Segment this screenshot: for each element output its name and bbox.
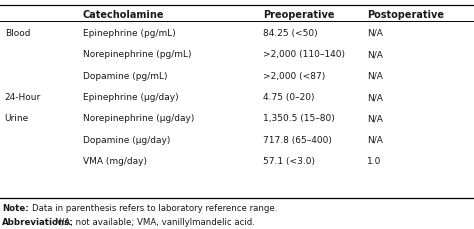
Text: 84.25 (<50): 84.25 (<50) [263, 29, 318, 38]
Text: Abbreviations:: Abbreviations: [2, 217, 74, 226]
Text: Catecholamine: Catecholamine [83, 10, 164, 20]
Text: Norepinephrine (pg/mL): Norepinephrine (pg/mL) [83, 50, 191, 59]
Text: 1.0: 1.0 [367, 156, 382, 166]
Text: Dopamine (μg/day): Dopamine (μg/day) [83, 135, 170, 144]
Text: 57.1 (<3.0): 57.1 (<3.0) [263, 156, 315, 166]
Text: N/A: N/A [367, 29, 383, 38]
Text: 4.75 (0–20): 4.75 (0–20) [263, 93, 315, 102]
Text: Data in parenthesis refers to laboratory reference range.: Data in parenthesis refers to laboratory… [32, 203, 278, 212]
Text: Postoperative: Postoperative [367, 10, 444, 20]
Text: 717.8 (65–400): 717.8 (65–400) [263, 135, 332, 144]
Text: Norepinephrine (μg/day): Norepinephrine (μg/day) [83, 114, 194, 123]
Text: N/A: N/A [367, 114, 383, 123]
Text: VMA (mg/day): VMA (mg/day) [83, 156, 147, 166]
Text: Preoperative: Preoperative [263, 10, 335, 20]
Text: N/A, not available; VMA, vanillylmandelic acid.: N/A, not available; VMA, vanillylmandeli… [55, 217, 255, 226]
Text: N/A: N/A [367, 50, 383, 59]
Text: >2,000 (<87): >2,000 (<87) [263, 71, 325, 80]
Text: Epinephrine (pg/mL): Epinephrine (pg/mL) [83, 29, 176, 38]
Text: N/A: N/A [367, 71, 383, 80]
Text: Dopamine (pg/mL): Dopamine (pg/mL) [83, 71, 167, 80]
Text: Urine: Urine [5, 114, 29, 123]
Text: N/A: N/A [367, 93, 383, 102]
Text: Epinephrine (μg/day): Epinephrine (μg/day) [83, 93, 179, 102]
Text: >2,000 (110–140): >2,000 (110–140) [263, 50, 345, 59]
Text: 1,350.5 (15–80): 1,350.5 (15–80) [263, 114, 335, 123]
Text: Blood: Blood [5, 29, 30, 38]
Text: N/A: N/A [367, 135, 383, 144]
Text: 24-Hour: 24-Hour [5, 93, 41, 102]
Text: Note:: Note: [2, 203, 29, 212]
